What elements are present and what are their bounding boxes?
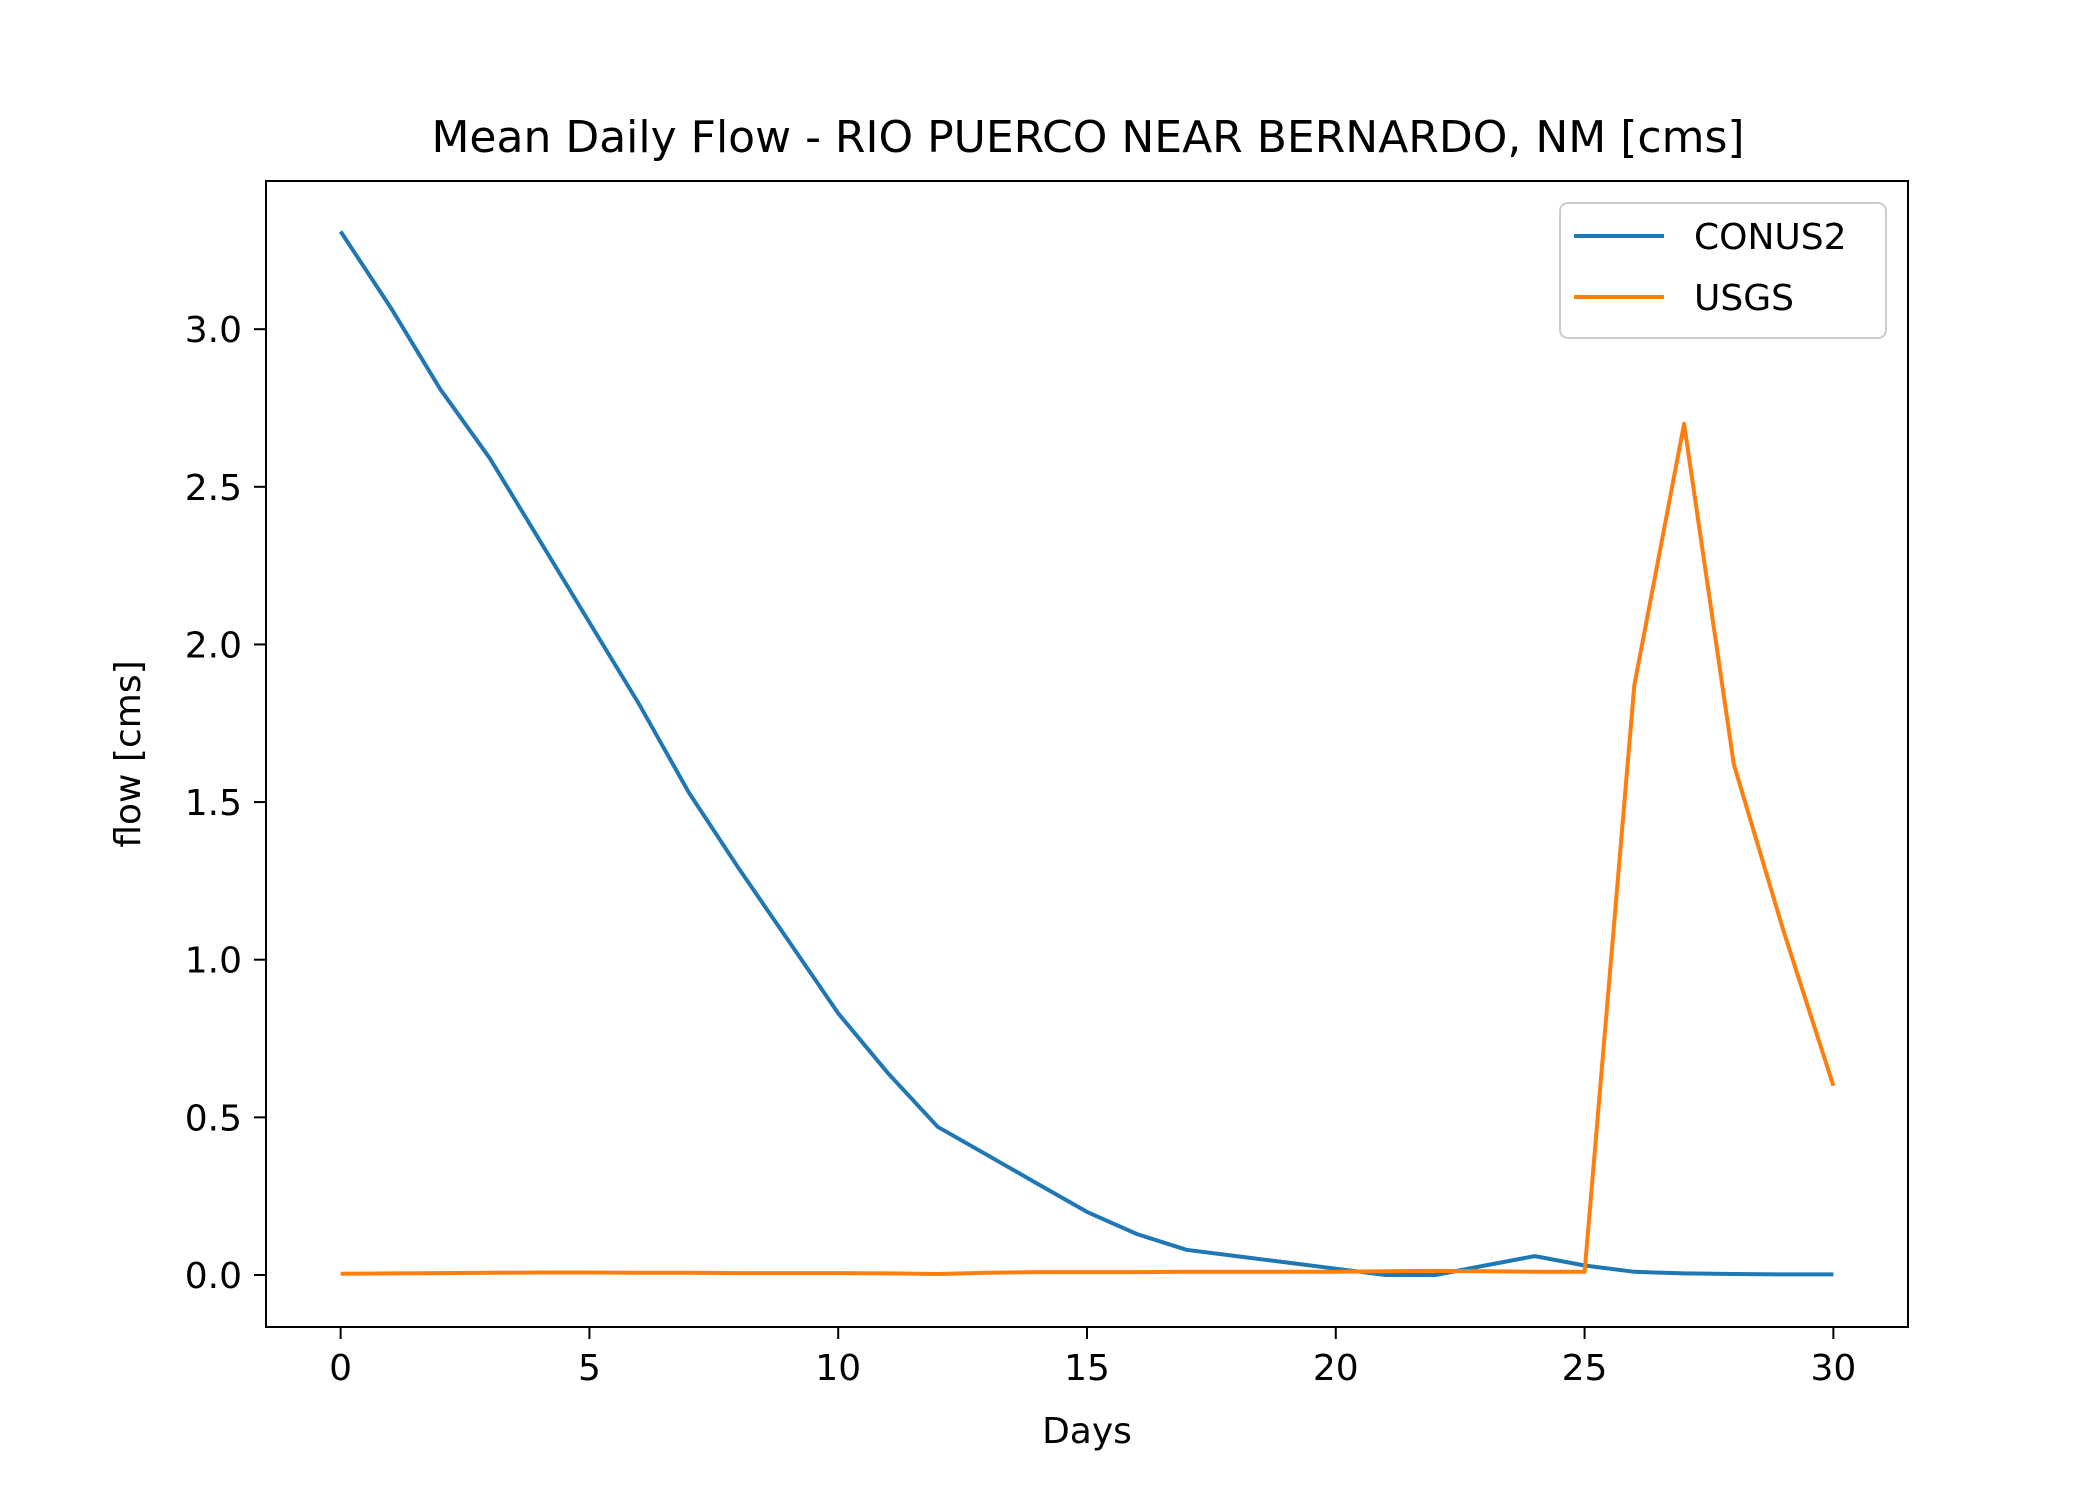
legend-label-conus2: CONUS2 xyxy=(1694,217,1847,258)
chart-title: Mean Daily Flow - RIO PUERCO NEAR BERNAR… xyxy=(431,112,1744,163)
x-tick-label: 30 xyxy=(1810,1348,1856,1389)
series-lines xyxy=(338,230,1836,1277)
y-tick-label: 2.0 xyxy=(185,625,242,666)
legend: CONUS2 USGS xyxy=(1559,202,1887,339)
x-axis-ticks: 0 5 10 15 20 25 30 xyxy=(329,1327,1856,1389)
y-tick-label: 2.5 xyxy=(185,468,242,509)
y-tick-label: 1.0 xyxy=(185,941,242,982)
y-tick-label: 0.5 xyxy=(185,1098,242,1139)
x-tick-label: 25 xyxy=(1562,1348,1608,1389)
axes-background xyxy=(266,181,1908,1327)
y-axis-label: flow [cms] xyxy=(108,660,149,847)
y-axis-ticks: 0.0 0.5 1.0 1.5 2.0 2.5 3.0 xyxy=(185,310,266,1297)
y-tick-label: 0.0 xyxy=(185,1256,242,1297)
y-tick-label: 3.0 xyxy=(185,310,242,351)
plot-area xyxy=(266,181,1908,1327)
x-tick-label: 20 xyxy=(1313,1348,1359,1389)
legend-label-usgs: USGS xyxy=(1694,278,1794,319)
x-tick-label: 15 xyxy=(1064,1348,1110,1389)
x-tick-label: 10 xyxy=(815,1348,861,1389)
y-tick-label: 1.5 xyxy=(185,783,242,824)
series-line-usgs xyxy=(340,421,1836,1276)
x-axis-label: Days xyxy=(1042,1411,1132,1452)
x-tick-label: 0 xyxy=(329,1348,352,1389)
x-tick-label: 5 xyxy=(578,1348,601,1389)
